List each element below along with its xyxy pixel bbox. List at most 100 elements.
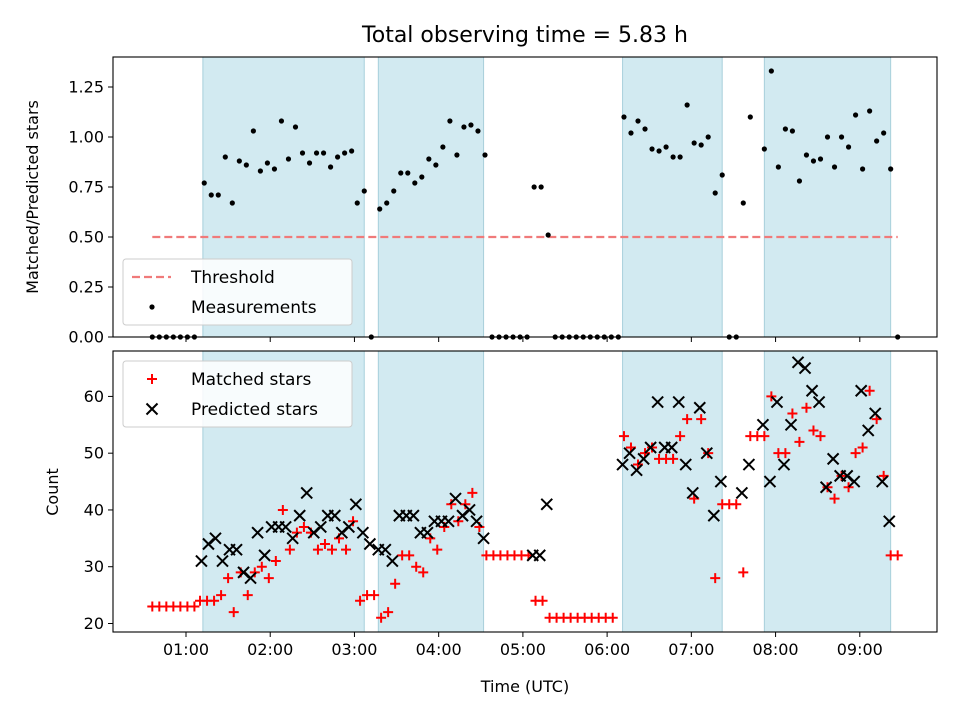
matched-stars-point xyxy=(209,595,220,606)
measurement-point xyxy=(440,144,446,150)
predicted-stars-point xyxy=(363,537,377,551)
matched-stars-point xyxy=(189,601,200,612)
predicted-stars-point xyxy=(449,492,462,505)
measurement-point xyxy=(845,144,852,150)
measurement-point xyxy=(391,188,397,194)
measurement-point xyxy=(454,152,460,158)
measurement-point xyxy=(642,126,648,132)
measurement-point xyxy=(334,154,341,160)
matched-stars-point xyxy=(312,544,323,555)
predicted-stars-point xyxy=(463,503,476,517)
predicted-stars-point xyxy=(616,458,629,471)
predicted-stars-point xyxy=(630,464,643,477)
x-axis-label: Time (UTC) xyxy=(480,677,569,696)
legend: Threshold Measurements xyxy=(122,258,353,326)
matched-stars-point xyxy=(298,521,309,532)
measurement-point xyxy=(867,108,873,114)
predicted-stars-point xyxy=(665,441,678,454)
measurement-point xyxy=(698,142,704,148)
matched-stars-point xyxy=(376,612,387,623)
y-tick-label: 0.25 xyxy=(68,278,104,297)
predicted-stars-point xyxy=(826,452,840,466)
measurement-point xyxy=(768,68,774,74)
matched-stars-point xyxy=(675,431,686,442)
shaded-interval xyxy=(763,56,892,338)
measurement-point xyxy=(377,206,383,212)
x-tick-label: 07:00 xyxy=(668,640,714,659)
matched-stars-point xyxy=(256,561,267,572)
predicted-stars-point xyxy=(244,571,257,585)
predicted-stars-point xyxy=(854,384,868,397)
matched-stars-point xyxy=(453,516,464,527)
shaded-interval xyxy=(377,350,485,633)
predicted-stars-point xyxy=(470,515,483,528)
measurement-point xyxy=(677,154,683,160)
predicted-stars-point xyxy=(770,395,784,409)
measurement-point xyxy=(628,130,634,136)
predicted-stars-point xyxy=(314,520,327,534)
predicted-stars-point xyxy=(735,486,749,500)
matched-stars-point xyxy=(850,448,861,459)
predicted-stars-point xyxy=(477,532,490,545)
measurement-point xyxy=(691,140,697,146)
predicted-stars-point xyxy=(862,424,875,437)
y-tick-label: 20 xyxy=(84,614,104,633)
matched-stars-point xyxy=(857,442,868,453)
matched-stars-point xyxy=(780,448,791,459)
predicted-stars-point xyxy=(686,486,699,500)
predicted-stars-point xyxy=(644,441,657,454)
legend-predicted-label: Predicted stars xyxy=(191,400,318,420)
measurement-point xyxy=(201,180,207,186)
measurement-point xyxy=(881,130,887,136)
matched-stars-point xyxy=(738,567,749,578)
predicted-stars-point xyxy=(707,509,721,522)
measurement-point xyxy=(838,134,845,140)
measurement-point xyxy=(447,118,453,124)
measurement-point xyxy=(663,144,669,150)
y-axis-label: Matched/Predicted stars xyxy=(23,100,42,294)
matched-stars-point xyxy=(864,385,875,396)
measurement-point xyxy=(327,164,334,170)
measurement-point xyxy=(250,128,256,134)
measurement-point xyxy=(354,200,360,206)
measurement-point xyxy=(656,148,662,154)
x-tick-label: 08:00 xyxy=(753,640,799,659)
x-tick-label: 06:00 xyxy=(584,640,630,659)
predicted-stars-point xyxy=(651,395,664,409)
matched-stars-point xyxy=(348,516,359,527)
predicted-stars-point xyxy=(386,554,399,568)
x-tick-label: 02:00 xyxy=(247,640,293,659)
measurement-point xyxy=(810,158,817,164)
predicted-stars-point xyxy=(356,526,370,539)
x-tick-label: 05:00 xyxy=(500,640,546,659)
measurement-point xyxy=(257,168,263,174)
matched-stars-point xyxy=(216,590,227,601)
matched-stars-point xyxy=(369,590,380,601)
predicted-stars-point xyxy=(342,520,356,534)
matched-stars-point xyxy=(249,567,260,578)
measurement-point xyxy=(824,134,831,140)
predicted-stars-point xyxy=(700,446,713,460)
measurement-point xyxy=(635,118,641,124)
predicted-stars-point xyxy=(195,554,208,568)
measurement-point xyxy=(243,162,249,168)
legend-box xyxy=(122,360,353,428)
matched-stars-point xyxy=(607,612,618,623)
shaded-interval xyxy=(622,56,723,338)
measurement-point xyxy=(229,200,235,206)
predicted-stars-point xyxy=(421,526,434,539)
matched-stars-point xyxy=(432,544,443,555)
measurement-point xyxy=(320,150,327,156)
measurement-point xyxy=(621,114,627,120)
matched-stars-point xyxy=(808,425,819,436)
measurement-point xyxy=(860,166,866,172)
measurement-point xyxy=(649,146,655,152)
measurement-point xyxy=(433,162,439,168)
measurement-point xyxy=(398,170,404,176)
measurement-point xyxy=(306,160,313,166)
matched-stars-point xyxy=(759,431,770,442)
matched-stars-point xyxy=(411,561,422,572)
matched-stars-point xyxy=(731,499,742,510)
measurement-point xyxy=(775,164,781,170)
